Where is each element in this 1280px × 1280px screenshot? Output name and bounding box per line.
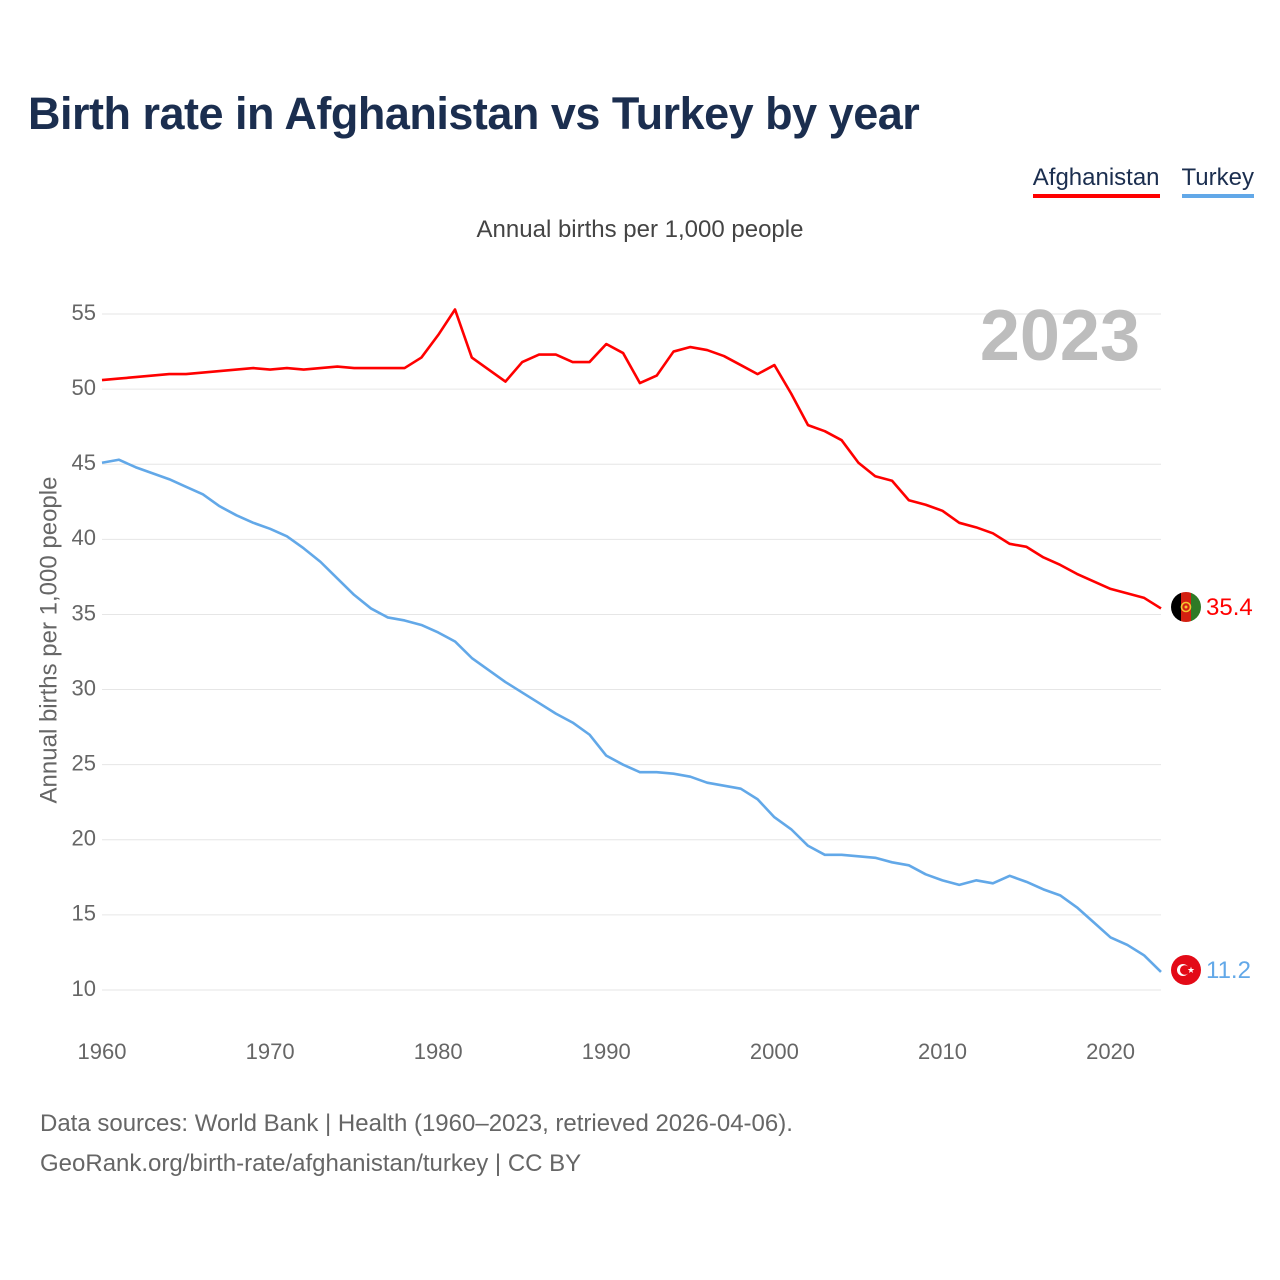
source-line-1: Data sources: World Bank | Health (1960–… [40, 1110, 793, 1137]
y-tick-45: 45 [72, 450, 96, 475]
source-note: Data sources: World Bank | Health (1960–… [40, 1104, 793, 1184]
y-tick-50: 50 [72, 375, 96, 400]
y-axis-label: Annual births per 1,000 people [35, 477, 62, 804]
y-tick-25: 25 [72, 750, 96, 775]
legend-turkey[interactable]: Turkey [1181, 164, 1254, 198]
x-axis-ticks: 1960 1970 1980 1990 2000 2010 2020 [78, 1039, 1136, 1064]
source-line-2[interactable]: GeoRank.org/birth-rate/afghanistan/turke… [40, 1150, 582, 1177]
y-axis-ticks: 10 15 20 25 30 35 40 45 50 55 [72, 300, 96, 1001]
y-tick-30: 30 [72, 675, 96, 700]
turkey-end-label: 11.2 [1206, 957, 1251, 984]
grid-layer [102, 313, 1161, 991]
chart-subtitle: Annual births per 1,000 people [476, 216, 804, 243]
afghanistan-flag-icon [1171, 592, 1201, 622]
y-tick-10: 10 [72, 976, 96, 1001]
year-label: 2023 [980, 296, 1140, 376]
legend-afghanistan[interactable]: Afghanistan [1032, 164, 1160, 198]
x-tick-1990: 1990 [582, 1039, 631, 1064]
y-tick-15: 15 [72, 901, 96, 926]
chart-title: Birth rate in Afghanistan vs Turkey by y… [28, 88, 920, 139]
x-tick-1970: 1970 [246, 1039, 295, 1064]
y-tick-55: 55 [72, 300, 96, 325]
y-tick-35: 35 [72, 600, 96, 625]
x-tick-1960: 1960 [78, 1039, 127, 1064]
y-tick-20: 20 [72, 826, 96, 851]
afghanistan-end-label: 35.4 [1206, 594, 1253, 621]
x-tick-1980: 1980 [414, 1039, 463, 1064]
y-tick-40: 40 [72, 525, 96, 550]
x-tick-2020: 2020 [1086, 1039, 1135, 1064]
series-layer [101, 308, 1162, 973]
legend: Afghanistan Turkey [1032, 164, 1254, 198]
x-tick-2010: 2010 [918, 1039, 967, 1064]
x-tick-2000: 2000 [750, 1039, 799, 1064]
series-line-afghanistan [101, 308, 1162, 610]
turkey-flag-icon [1171, 955, 1201, 985]
series-line-turkey [101, 458, 1162, 973]
